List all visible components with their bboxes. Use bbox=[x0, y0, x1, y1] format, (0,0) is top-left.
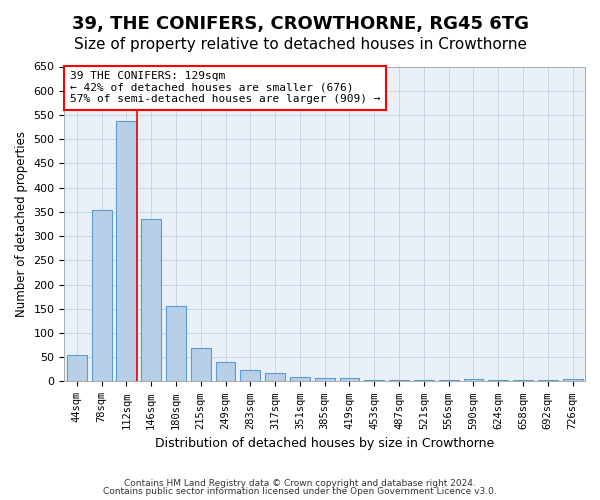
Bar bbox=[191, 348, 211, 382]
Text: Size of property relative to detached houses in Crowthorne: Size of property relative to detached ho… bbox=[74, 38, 527, 52]
Bar bbox=[464, 379, 484, 382]
X-axis label: Distribution of detached houses by size in Crowthorne: Distribution of detached houses by size … bbox=[155, 437, 494, 450]
Bar bbox=[166, 306, 186, 382]
Bar bbox=[563, 379, 583, 382]
Bar bbox=[92, 210, 112, 382]
Bar bbox=[389, 380, 409, 382]
Bar bbox=[290, 376, 310, 382]
Y-axis label: Number of detached properties: Number of detached properties bbox=[15, 131, 28, 317]
Bar bbox=[414, 380, 434, 382]
Text: 39 THE CONIFERS: 129sqm
← 42% of detached houses are smaller (676)
57% of semi-d: 39 THE CONIFERS: 129sqm ← 42% of detache… bbox=[70, 71, 380, 104]
Text: Contains HM Land Registry data © Crown copyright and database right 2024.: Contains HM Land Registry data © Crown c… bbox=[124, 478, 476, 488]
Bar bbox=[116, 121, 136, 382]
Bar bbox=[340, 378, 359, 382]
Text: Contains public sector information licensed under the Open Government Licence v3: Contains public sector information licen… bbox=[103, 487, 497, 496]
Bar bbox=[364, 380, 384, 382]
Bar bbox=[513, 380, 533, 382]
Bar bbox=[241, 370, 260, 382]
Bar bbox=[315, 378, 335, 382]
Bar bbox=[439, 380, 458, 382]
Bar bbox=[265, 372, 285, 382]
Bar bbox=[215, 362, 235, 382]
Bar bbox=[67, 355, 87, 382]
Bar bbox=[538, 380, 558, 382]
Bar bbox=[141, 219, 161, 382]
Bar bbox=[488, 380, 508, 382]
Text: 39, THE CONIFERS, CROWTHORNE, RG45 6TG: 39, THE CONIFERS, CROWTHORNE, RG45 6TG bbox=[71, 15, 529, 33]
